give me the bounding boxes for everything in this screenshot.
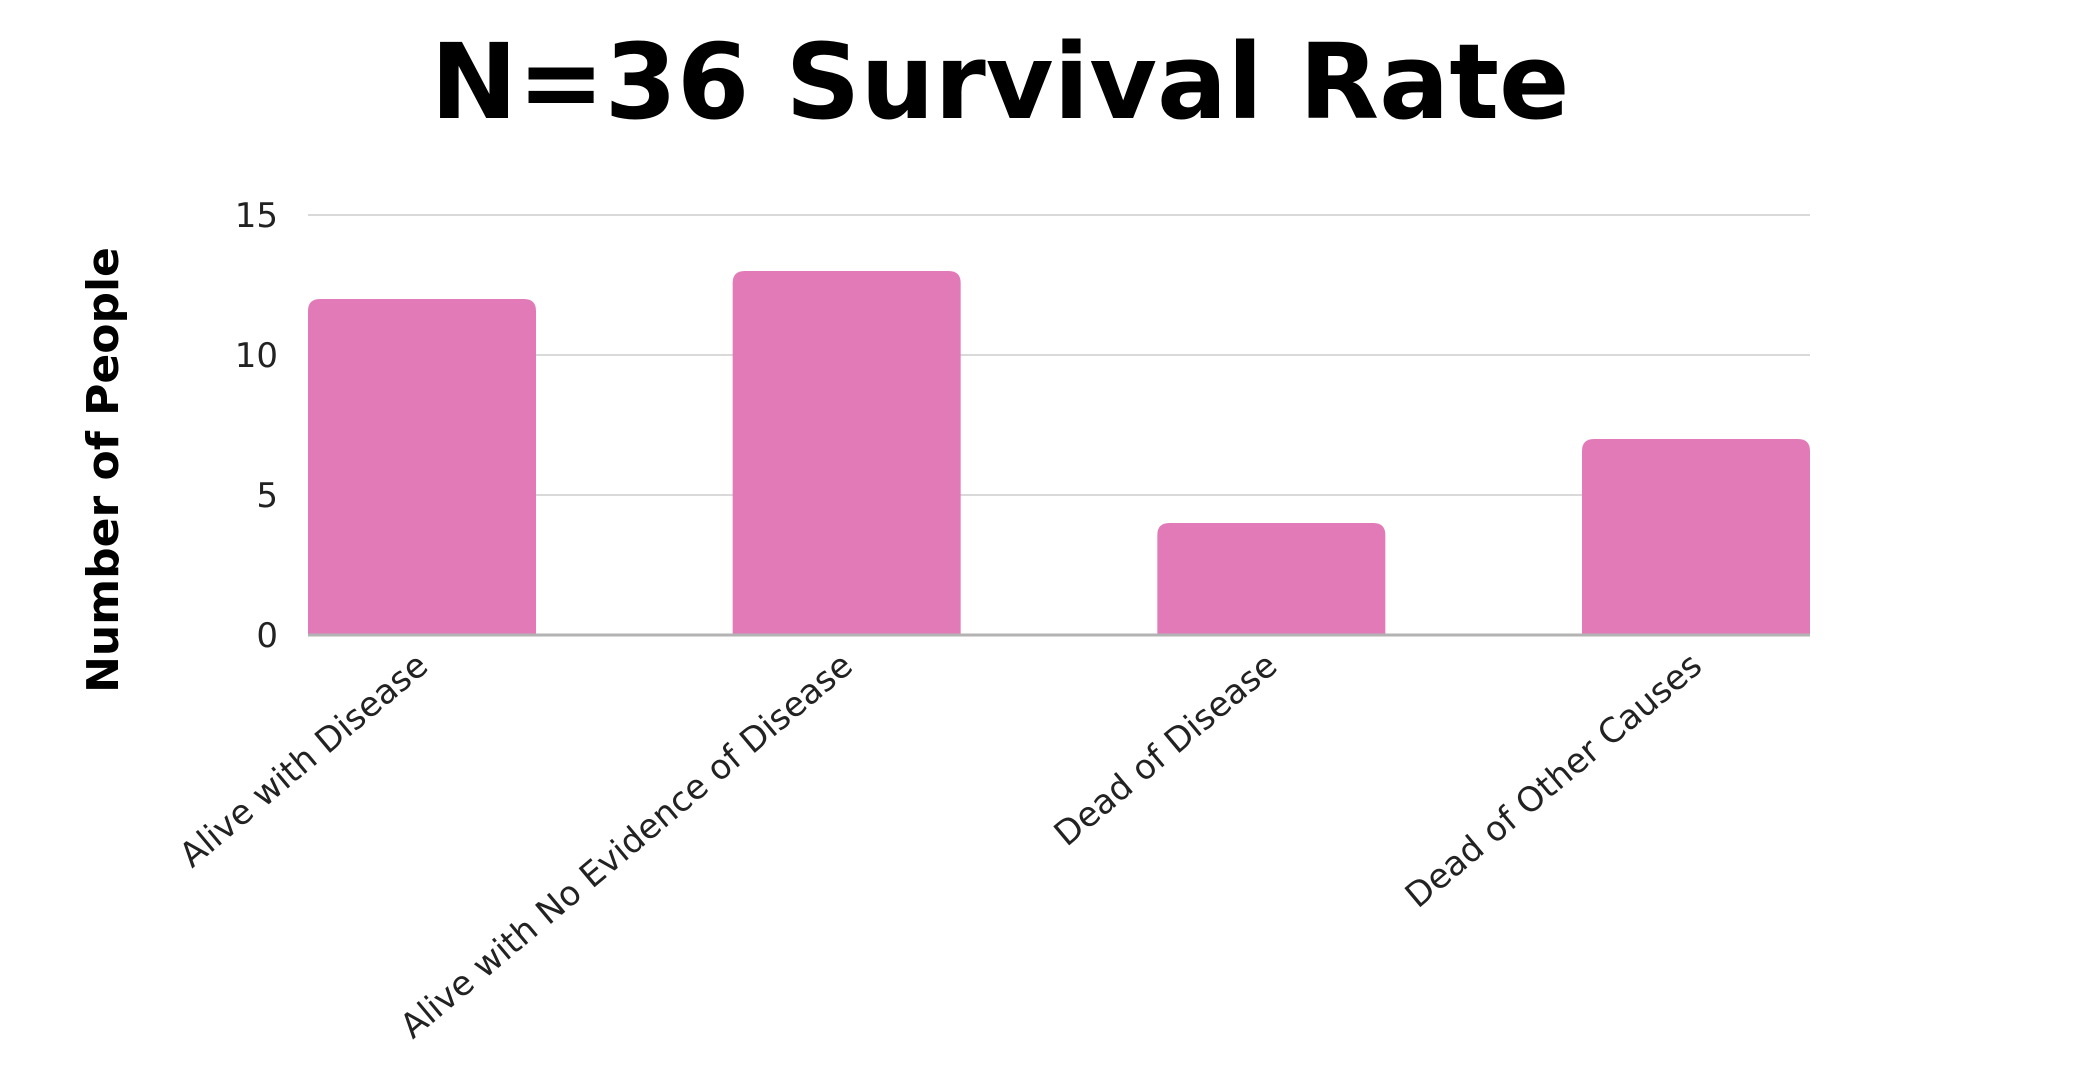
bar-3 bbox=[1582, 439, 1810, 635]
bar-1 bbox=[732, 271, 961, 635]
y-tick-label: 10 bbox=[235, 336, 278, 376]
y-tick-label: 0 bbox=[256, 616, 278, 656]
bars bbox=[308, 271, 1810, 635]
gridlines bbox=[308, 214, 1810, 496]
bar-2 bbox=[1157, 523, 1386, 635]
x-category-label: Alive with Disease bbox=[172, 645, 436, 875]
y-axis-label: Number of People bbox=[78, 247, 129, 693]
y-tick-label: 15 bbox=[235, 196, 278, 236]
y-tick-labels: 0 5 10 15 bbox=[235, 196, 278, 656]
x-category-label: Dead of Disease bbox=[1047, 645, 1285, 854]
y-tick-label: 5 bbox=[256, 476, 278, 516]
bar-0 bbox=[308, 299, 536, 635]
chart-title: N=36 Survival Rate bbox=[430, 21, 1569, 143]
x-category-label: Dead of Other Causes bbox=[1398, 645, 1710, 916]
x-category-label: Alive with No Evidence of Disease bbox=[393, 645, 861, 1046]
